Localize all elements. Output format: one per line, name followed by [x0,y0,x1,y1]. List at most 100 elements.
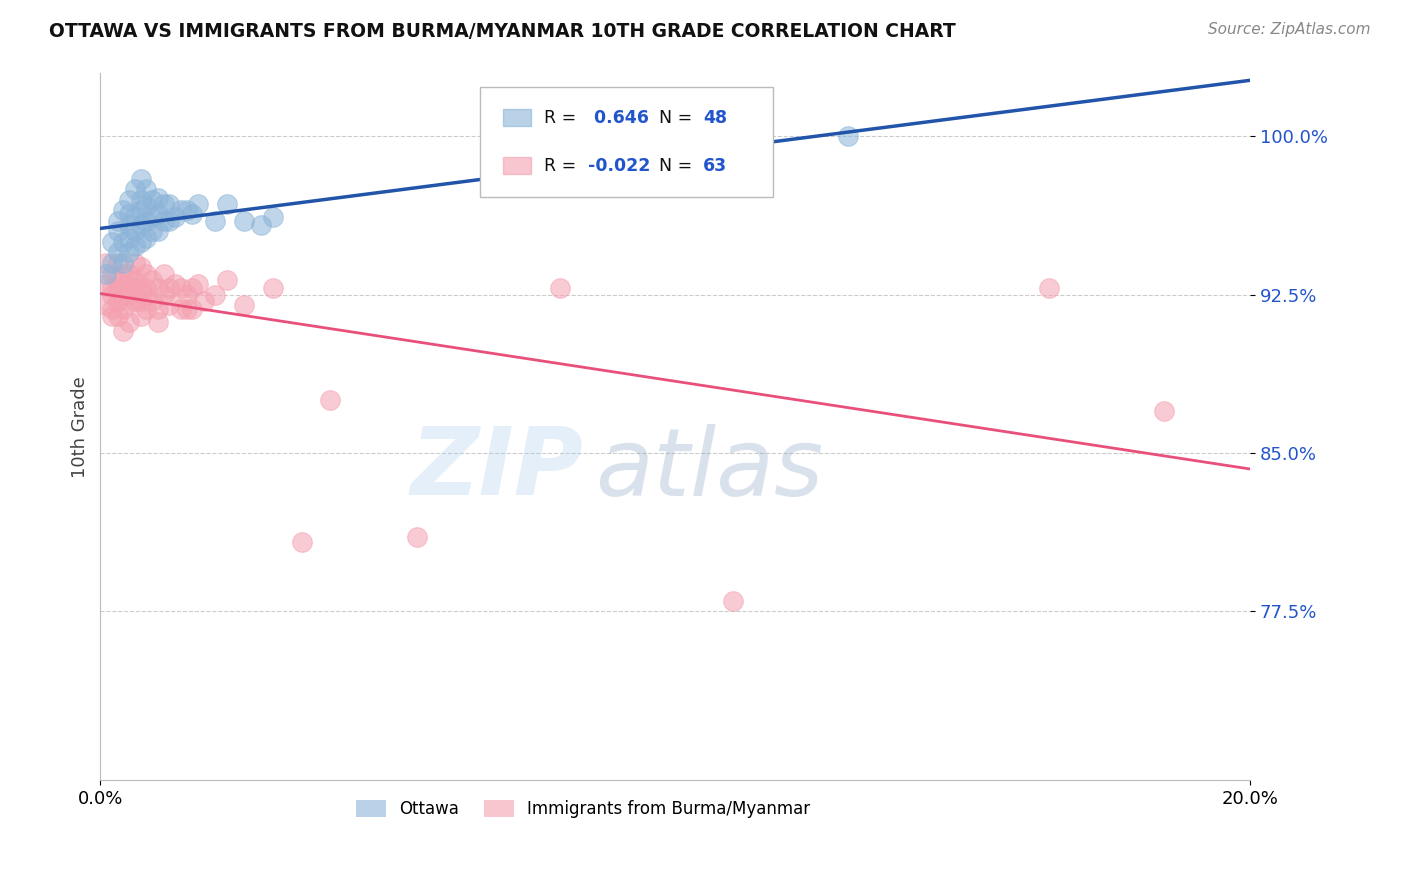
Y-axis label: 10th Grade: 10th Grade [72,376,89,477]
Point [141,293,163,308]
Point [181,302,204,317]
Point [129,235,152,249]
Point [107,309,129,323]
Point [124,293,146,308]
Point [187,277,209,292]
Point [101,235,124,249]
Point [112,256,135,270]
Point [118,207,141,221]
Point [262,281,284,295]
Point [233,298,256,312]
Text: 0.646: 0.646 [588,109,650,127]
Point [233,214,256,228]
Point [250,218,273,232]
Point [141,273,163,287]
Point [124,182,146,196]
Text: 48: 48 [703,109,727,127]
Point [319,393,342,408]
Point [204,287,226,301]
Point [262,210,284,224]
Point [135,281,157,295]
Point [170,302,193,317]
Point [146,190,169,204]
Point [94,298,117,312]
Point [118,277,141,292]
Point [721,594,744,608]
Point [146,281,169,295]
Point [548,281,571,295]
Point [112,235,135,249]
Bar [503,109,530,126]
Point [135,267,157,281]
Point [94,256,117,270]
Point [135,302,157,317]
Point [112,324,135,338]
Point [107,293,129,308]
Point [112,302,135,317]
Point [181,281,204,295]
Point [141,224,163,238]
Point [187,197,209,211]
Point [124,210,146,224]
Point [107,273,129,287]
Point [124,224,146,238]
Point [118,293,141,308]
Point [135,214,157,228]
Point [152,287,174,301]
Point [135,182,157,196]
Point [165,210,187,224]
Point [146,207,169,221]
Point [112,267,135,281]
Point [193,293,215,308]
Point [118,315,141,329]
Point [837,129,859,144]
Point [157,298,180,312]
Point [1153,404,1175,418]
Point [135,287,157,301]
Point [146,302,169,317]
Point [118,287,141,301]
Point [152,267,174,281]
Point [101,302,124,317]
Point [107,214,129,228]
Point [124,239,146,253]
Point [101,287,124,301]
Point [176,203,198,218]
Point [146,315,169,329]
Text: 63: 63 [703,157,727,175]
Text: -0.022: -0.022 [588,157,651,175]
Text: OTTAWA VS IMMIGRANTS FROM BURMA/MYANMAR 10TH GRADE CORRELATION CHART: OTTAWA VS IMMIGRANTS FROM BURMA/MYANMAR … [49,22,956,41]
Text: R =: R = [544,109,582,127]
Text: Source: ZipAtlas.com: Source: ZipAtlas.com [1208,22,1371,37]
Point [181,207,204,221]
Point [118,230,141,244]
Point [141,210,163,224]
Point [124,256,146,270]
Point [129,309,152,323]
FancyBboxPatch shape [479,87,773,197]
Point [129,203,152,218]
Point [146,224,169,238]
Text: N =: N = [659,109,697,127]
Point [157,281,180,295]
Bar [503,157,530,174]
Point [129,218,152,232]
Point [152,214,174,228]
Point [405,531,427,545]
Point [170,203,193,218]
Point [152,197,174,211]
Point [129,193,152,207]
Point [129,281,152,295]
Point [129,293,152,308]
Point [94,267,117,281]
Point [135,199,157,213]
Point [101,309,124,323]
Point [118,267,141,281]
Point [124,281,146,295]
Point [101,256,124,270]
Point [101,267,124,281]
Point [118,193,141,207]
Text: atlas: atlas [595,424,823,515]
Text: R =: R = [544,157,582,175]
Point [204,214,226,228]
